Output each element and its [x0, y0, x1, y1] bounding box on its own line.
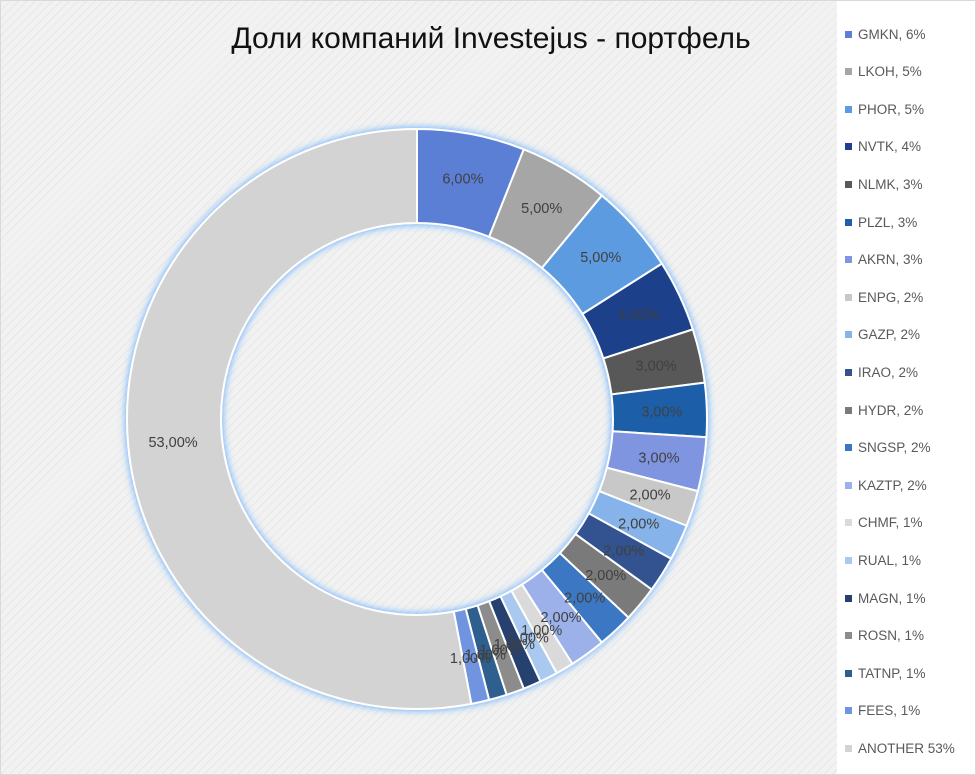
legend-item-nlmk: NLMK, 3% [845, 174, 923, 194]
chart-title: Доли компаний Investejus - портфель [231, 22, 751, 55]
data-label-nvtk: 4,00% [618, 308, 659, 324]
legend-label: TATNP, 1% [858, 665, 926, 681]
legend-swatch [845, 293, 852, 301]
legend-item-gazp: GAZP, 2% [845, 325, 920, 345]
data-label-enpg: 2,00% [629, 488, 670, 504]
data-label-tatnp: 1,00% [465, 647, 506, 663]
legend-swatch [845, 444, 852, 452]
data-label-chmf: 1,00% [521, 623, 562, 639]
legend-item-rosn: ROSN, 1% [845, 626, 924, 646]
legend-swatch [845, 481, 852, 489]
legend-swatch [845, 406, 852, 414]
doughnut-ring [126, 127, 708, 710]
slice-another [126, 127, 473, 710]
legend-swatch [845, 331, 852, 339]
data-label-another: 53,00% [148, 435, 197, 451]
legend-label: NVTK, 4% [858, 139, 922, 155]
legend-label: ROSN, 1% [858, 628, 925, 644]
legend-item-lkoh: LKOH, 5% [845, 62, 922, 82]
legend-swatch [845, 744, 852, 752]
legend-label: GMKN, 6% [858, 26, 926, 42]
legend-item-plzl: PLZL, 3% [845, 212, 917, 232]
legend-swatch [845, 519, 852, 527]
data-label-gmkn: 6,00% [442, 171, 483, 187]
legend-label: LKOH, 5% [858, 64, 922, 80]
legend-item-hydr: HYDR, 2% [845, 400, 923, 420]
data-label-magn: 1,00% [494, 637, 535, 653]
data-label-lkoh: 5,00% [521, 201, 562, 217]
legend-item-another: ANOTHER 53% [845, 738, 955, 758]
legend-label: HYDR, 2% [858, 402, 924, 418]
legend-label: SNGSP, 2% [858, 440, 931, 456]
data-label-akrn: 3,00% [638, 450, 679, 466]
legend-swatch [845, 368, 852, 376]
legend-item-tatnp: TATNP, 1% [845, 663, 926, 683]
legend-label: PLZL, 3% [858, 214, 918, 230]
legend-swatch [845, 632, 852, 640]
legend-swatch [845, 105, 852, 113]
data-label-kaztp: 2,00% [540, 610, 581, 626]
data-label-phor: 5,00% [580, 250, 621, 266]
data-label-gazp: 2,00% [618, 516, 659, 532]
legend-label: MAGN, 1% [858, 590, 926, 606]
legend-swatch [845, 68, 852, 76]
legend-swatch [845, 218, 852, 226]
legend-label: NLMK, 3% [858, 176, 923, 192]
legend-item-rual: RUAL, 1% [845, 550, 921, 570]
legend-swatch [845, 180, 852, 188]
doughnut-plot: 6,00% 5,00% 5,00% 4,00% 3,00% 3,00% 3,00% 2,00%… [126, 127, 708, 710]
data-label-hydr: 2,00% [585, 568, 626, 584]
legend-item-chmf: CHMF, 1% [845, 513, 923, 533]
legend-swatch [845, 594, 852, 602]
legend-item-enpg: ENPG, 2% [845, 287, 923, 307]
legend-item-irao: IRAO, 2% [845, 362, 918, 382]
legend-label: CHMF, 1% [858, 515, 923, 531]
legend-label: AKRN, 3% [858, 252, 923, 268]
legend-label: PHOR, 5% [858, 101, 925, 117]
data-label-irao: 2,00% [603, 543, 644, 559]
legend-swatch [845, 669, 852, 677]
legend-swatch [845, 30, 852, 38]
legend-label: FEES, 1% [858, 703, 921, 719]
data-label-rual: 1,00% [508, 630, 549, 646]
legend-item-gmkn: GMKN, 6% [845, 24, 926, 44]
data-label-fees: 1,00% [450, 651, 491, 667]
legend-label: IRAO, 2% [858, 364, 919, 380]
legend-item-sngsp: SNGSP, 2% [845, 438, 931, 458]
legend-item-magn: MAGN, 1% [845, 588, 926, 608]
legend-swatch [845, 256, 852, 264]
legend-item-kaztp: KAZTP, 2% [845, 475, 927, 495]
legend-label: RUAL, 1% [858, 552, 922, 568]
legend-item-fees: FEES, 1% [845, 701, 920, 721]
legend-item-phor: PHOR, 5% [845, 99, 924, 119]
data-label-rosn: 1,00% [479, 643, 520, 659]
legend-label: ENPG, 2% [858, 289, 924, 305]
data-label-plzl: 3,00% [641, 404, 682, 420]
legend: GMKN, 6% LKOH, 5% PHOR, 5% NVTK, 4% NLMK, 3%… [837, 1, 975, 774]
data-label-sngsp: 2,00% [564, 591, 605, 607]
legend-swatch [845, 143, 852, 151]
legend-label: GAZP, 2% [858, 327, 921, 343]
legend-label: ANOTHER 53% [858, 740, 955, 756]
legend-label: KAZTP, 2% [858, 477, 927, 493]
legend-item-akrn: AKRN, 3% [845, 250, 923, 270]
legend-swatch [845, 556, 852, 564]
legend-item-nvtk: NVTK, 4% [845, 137, 921, 157]
legend-swatch [845, 707, 852, 715]
data-label-nlmk: 3,00% [636, 359, 677, 375]
